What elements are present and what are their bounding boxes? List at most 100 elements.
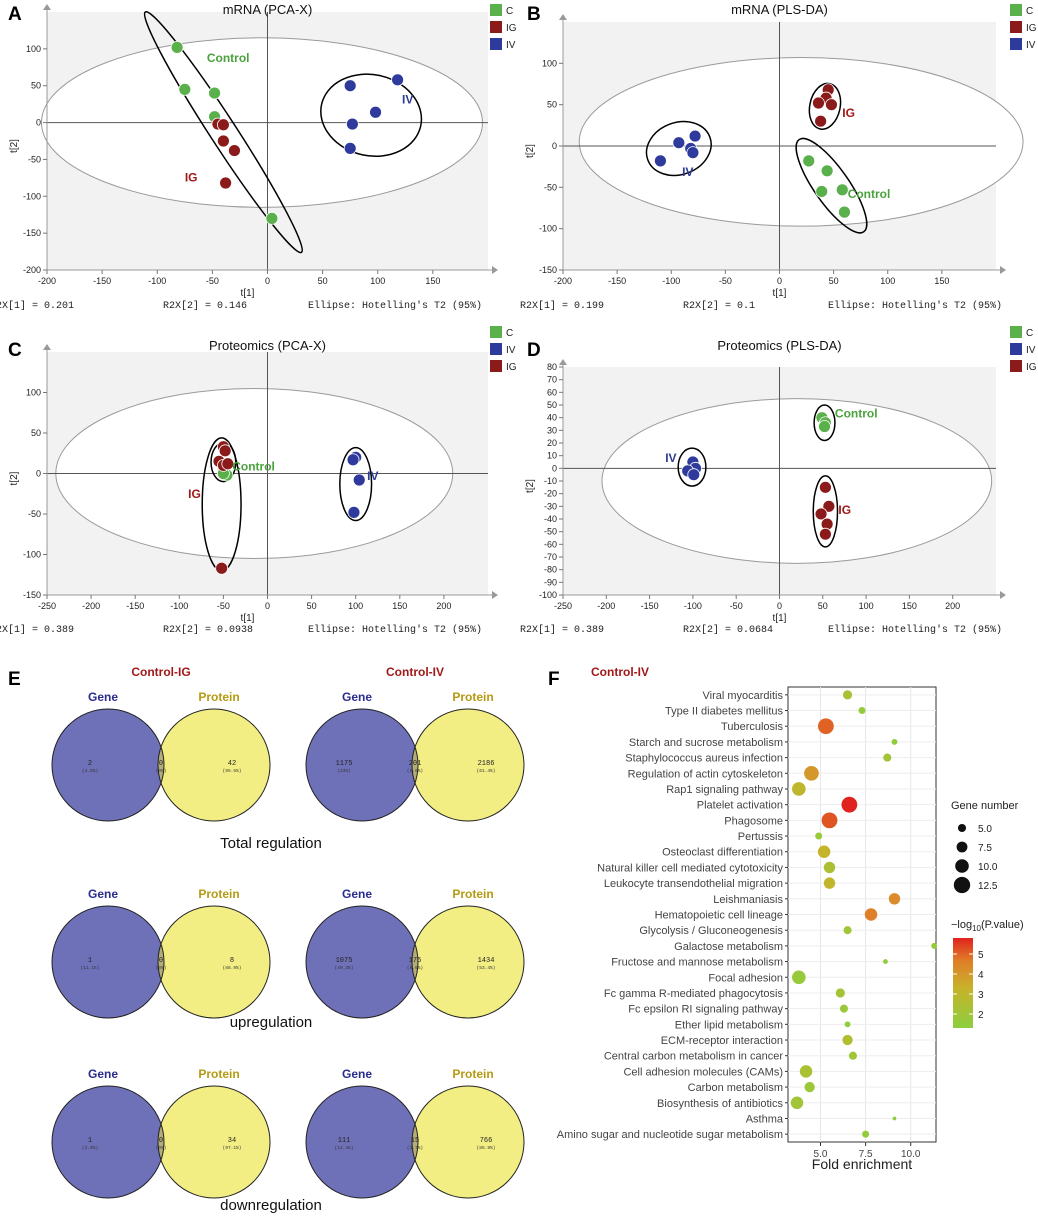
score-point-ig xyxy=(818,527,832,541)
x-tick-label: -150 xyxy=(641,601,659,611)
term-label: Asthma xyxy=(746,1113,784,1125)
venn-row-caption: upregulation xyxy=(230,1014,313,1031)
enrichment-dot xyxy=(821,812,838,829)
x-tick-label: -100 xyxy=(170,601,188,611)
x-axis-label: t[1] xyxy=(241,288,255,299)
color-tick-label: 5 xyxy=(978,950,984,961)
y-tick-label: -40 xyxy=(544,514,557,524)
venn-row-caption: Total regulation xyxy=(220,835,322,852)
venn-protein-circle xyxy=(412,709,524,821)
color-legend-title: −log10(P.value) xyxy=(951,919,1024,933)
y-tick-label: 0 xyxy=(36,469,41,479)
x-axis-label: t[1] xyxy=(773,613,787,624)
size-legend-label: 12.5 xyxy=(978,881,998,892)
legend-swatch xyxy=(490,343,502,355)
x-tick-label: 5.0 xyxy=(814,1149,828,1160)
score-point-ig xyxy=(216,118,230,132)
venn-percent-overlap: (0%) xyxy=(156,1145,167,1151)
y-axis-arrow xyxy=(559,14,567,20)
enrichment-dot xyxy=(823,877,836,889)
venn-gene-outline xyxy=(51,905,165,1019)
score-point-iv xyxy=(345,117,359,131)
x-tick-label: -100 xyxy=(684,601,702,611)
term-label: Cell adhesion molecules (CAMs) xyxy=(623,1066,783,1078)
venn-percent-gene-only: (33%) xyxy=(337,768,351,774)
enrichment-dot xyxy=(892,1116,897,1121)
legend-label: IV xyxy=(506,345,516,356)
term-label: ECM-receptor interaction xyxy=(661,1035,783,1047)
y-tick-label: 50 xyxy=(547,400,557,410)
y-tick-label: -20 xyxy=(544,489,557,499)
venn-percent-gene-only: (2.9%) xyxy=(82,1145,98,1151)
y-tick-label: 10 xyxy=(547,451,557,461)
color-tick-label: 2 xyxy=(978,1010,984,1021)
enrichment-dot xyxy=(858,707,866,715)
y-axis-label: t[2] xyxy=(525,144,536,158)
group-label: IG xyxy=(188,487,201,501)
venn-gene-label: Gene xyxy=(342,887,372,901)
enrichment-dot xyxy=(799,1065,813,1078)
enrichment-dot xyxy=(841,796,858,813)
term-label: Leukocyte transendothelial migration xyxy=(604,878,783,890)
venn-count-gene-only: 1075 xyxy=(336,957,353,965)
x-tick-label: 0 xyxy=(265,601,270,611)
enrichment-dot xyxy=(835,988,845,998)
score-point-ig xyxy=(814,114,828,128)
scatter-panel-mrna-pca: -200 -150 -100 -50 0 50 100 150 -200 -150 -100 -50 0… xyxy=(0,2,517,312)
venn-percent-protein-only: (88.9%) xyxy=(223,965,242,971)
score-point-ig xyxy=(218,444,232,458)
venn-gene-circle xyxy=(52,906,164,1018)
x-tick-label: -100 xyxy=(662,276,680,286)
score-point-iv xyxy=(343,79,357,93)
x-axis-label: t[1] xyxy=(773,288,787,299)
size-legend-label: 7.5 xyxy=(978,843,992,854)
x-tick-label: -200 xyxy=(597,601,615,611)
x-tick-label: -50 xyxy=(719,276,732,286)
venn-percent-gene-only: (12.4%) xyxy=(335,1145,354,1151)
y-tick-label: -50 xyxy=(28,509,41,519)
panel-label-A: A xyxy=(8,4,22,25)
panel-label-B: B xyxy=(527,4,541,25)
color-legend-title-suffix: (P.value) xyxy=(981,919,1024,931)
chart-title: Control-IV xyxy=(591,665,649,679)
x-tick-label: -250 xyxy=(38,601,56,611)
y-tick-label: -80 xyxy=(544,565,557,575)
enrichment-dot xyxy=(842,1034,853,1046)
footer-ellipse: Ellipse: Hotelling's T2 (95%) xyxy=(308,300,482,312)
venn-gene-outline xyxy=(305,1085,419,1199)
y-tick-label: 100 xyxy=(26,44,41,54)
venn-gene-circle xyxy=(52,1086,164,1198)
color-bar xyxy=(953,938,973,1028)
x-tick-label: -200 xyxy=(82,601,100,611)
term-label: Starch and sucrose metabolism xyxy=(629,737,783,749)
y-tick-label: -50 xyxy=(544,182,557,192)
enrichment-dot xyxy=(891,738,898,745)
legend-swatch xyxy=(1010,343,1022,355)
enrichment-dot xyxy=(823,861,836,874)
y-tick-label: 70 xyxy=(547,375,557,385)
legend-label: IG xyxy=(506,362,517,373)
y-tick-label: -200 xyxy=(23,265,41,275)
group-ellipse xyxy=(143,10,303,254)
venn-protein-outline xyxy=(157,905,271,1019)
term-label: Pertussis xyxy=(738,831,784,843)
y-tick-label: -30 xyxy=(544,501,557,511)
venn-protein-outline xyxy=(411,905,525,1019)
score-point-c xyxy=(178,83,192,96)
venn-count-overlap: 0 xyxy=(159,1137,163,1145)
legend-swatch xyxy=(1010,21,1022,33)
enrichment-dot xyxy=(792,782,806,796)
venn-protein-label: Protein xyxy=(198,887,239,901)
legend-swatch xyxy=(1010,360,1022,372)
group-ellipse xyxy=(320,73,423,157)
group-label: IV xyxy=(367,469,378,483)
score-point-iv xyxy=(369,105,382,119)
x-tick-label: 150 xyxy=(902,601,917,611)
size-legend-title: Gene number xyxy=(951,800,1019,812)
venn-gene-label: Gene xyxy=(88,690,118,704)
x-tick-label: 50 xyxy=(318,276,328,286)
chart-title: mRNA (PCA-X) xyxy=(223,2,313,17)
venn-protein-label: Protein xyxy=(452,887,493,901)
y-tick-label: 60 xyxy=(547,387,557,397)
